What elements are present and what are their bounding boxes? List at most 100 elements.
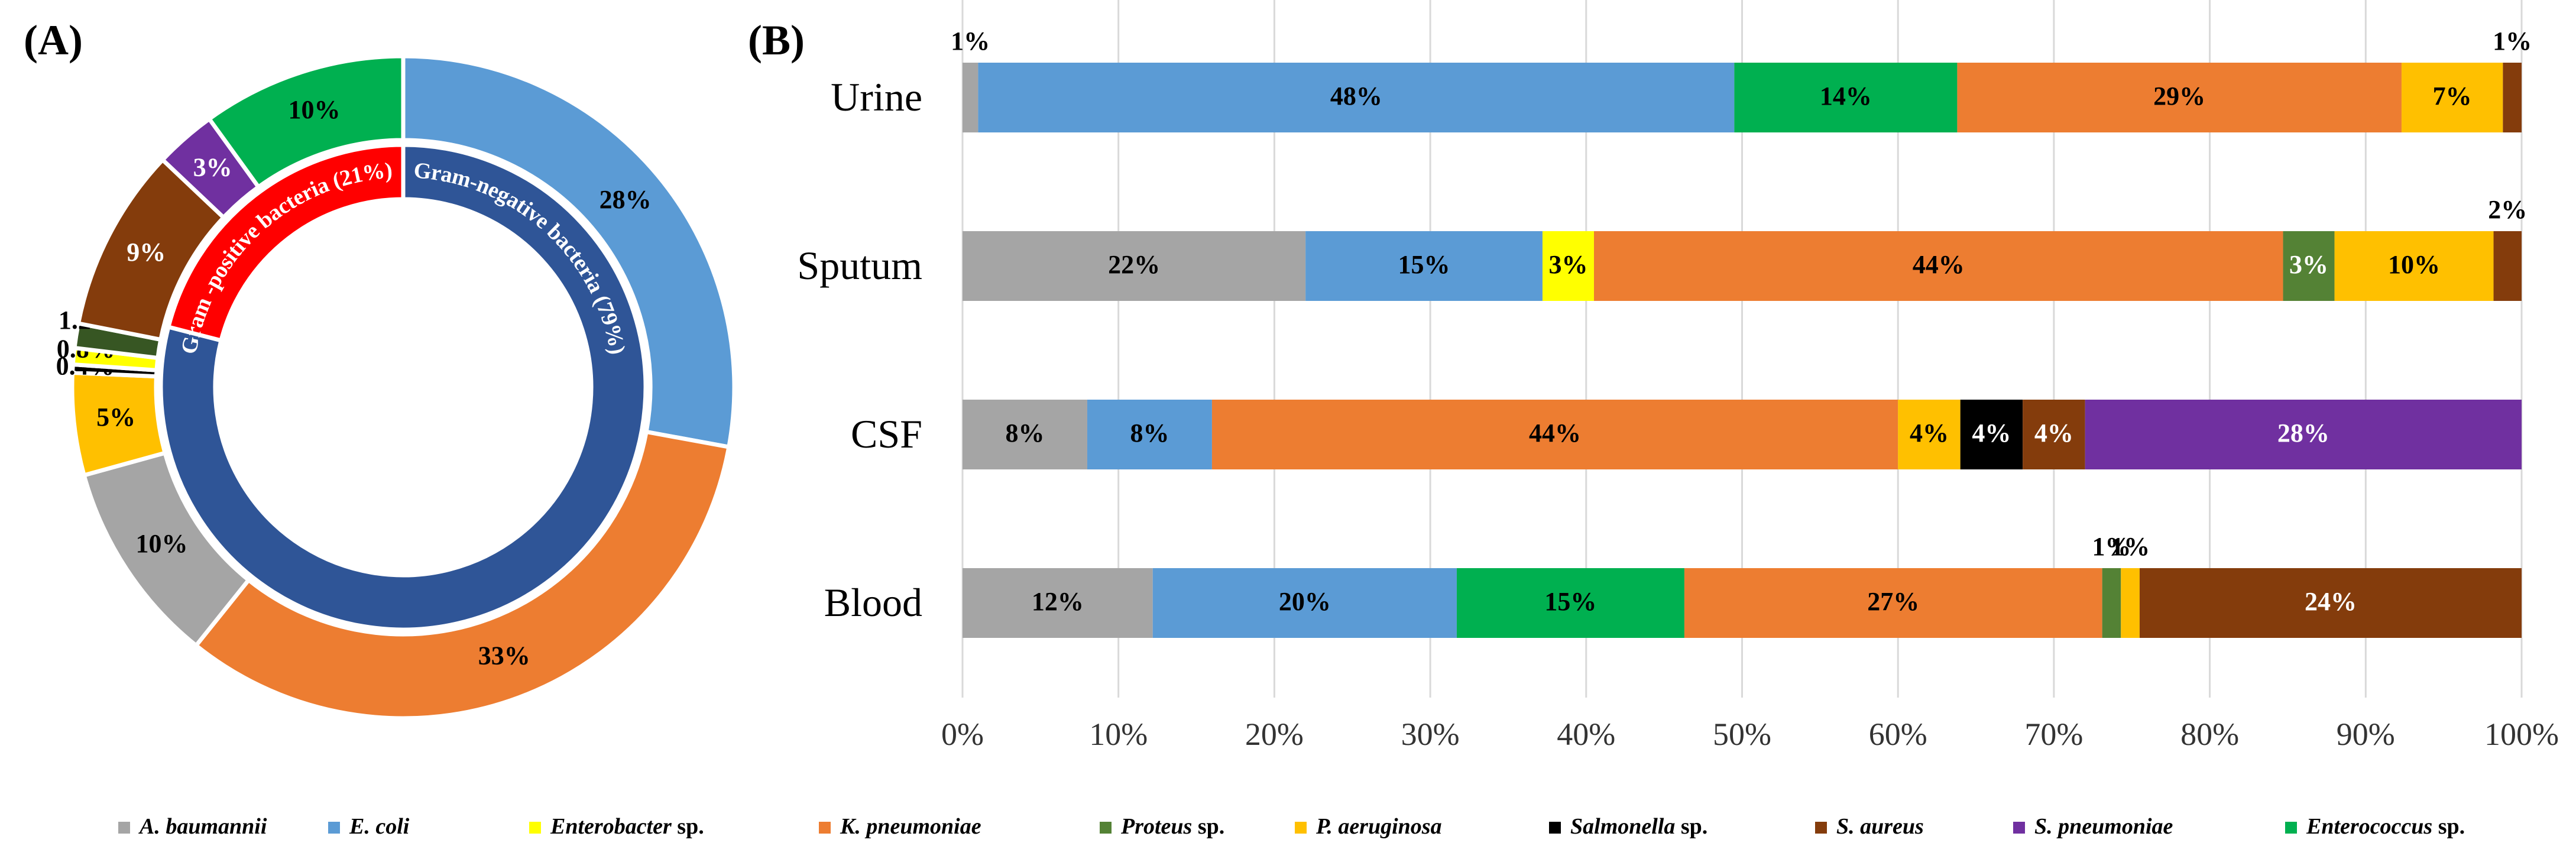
legend-swatch-s-pneumoniae	[2013, 822, 2025, 834]
bar-label-csf-p-aeruginosa: 4%	[1910, 419, 1949, 448]
legend-label-suffix-proteus-sp: sp.	[1192, 814, 1224, 839]
bar-label-blood-k-pneumoniae: 27%	[1867, 587, 1919, 616]
category-label-csf: CSF	[851, 411, 922, 456]
bar-label-sputum-e-coli: 15%	[1398, 250, 1450, 279]
legend-label-k-pneumoniae: K. pneumoniae	[840, 814, 981, 839]
x-tick-label-6: 60%	[1869, 717, 1927, 752]
bar-label-csf-s-pneumoniae: 28%	[2277, 419, 2329, 448]
x-tick-label-5: 50%	[1713, 717, 1771, 752]
bar-label-urine-p-aeruginosa: 7%	[2433, 82, 2472, 111]
legend-label-e-coli: E. coli	[349, 814, 410, 839]
legend-swatch-s-aureus	[1815, 822, 1827, 834]
bar-segment-blood-s-aureus	[2139, 568, 2522, 638]
stacked-bar-chart: 0% 10% 20% 30% 40% 50% 60% 70% 80% 90% 100% Urine 1%…	[797, 0, 2559, 752]
donut-outer-label-k-pneumoniae: 33%	[478, 641, 530, 670]
bar-label-urine-e-coli: 48%	[1330, 82, 1382, 111]
donut-inner-slice-gram-positive-bacteria-21	[166, 142, 406, 343]
donut-outer-label-p-aeruginosa: 5%	[96, 403, 135, 432]
panel-a-label: (A)	[24, 17, 83, 64]
panel-b-label: (B)	[748, 17, 805, 64]
bar-segment-urine-e-coli	[978, 63, 1735, 132]
bar-segment-sputum-p-aeruginosa	[2334, 231, 2494, 301]
bar-label-sputum-p-aeruginosa: 10%	[2388, 250, 2440, 279]
x-tick-label-9: 90%	[2337, 717, 2395, 752]
bar-segment-blood-enterococcus-sp	[1456, 568, 1684, 638]
x-tick-label-7: 70%	[2024, 717, 2083, 752]
bar-segment-csf-e-coli	[1087, 400, 1212, 469]
legend-label-italic-s-pneumoniae: S. pneumoniae	[2034, 814, 2173, 839]
category-label-urine: Urine	[831, 74, 922, 119]
bar-segment-sputum-s-aureus	[2493, 231, 2522, 301]
bar-segment-blood-proteus-sp	[2102, 568, 2121, 638]
donut-inner-slice-gram-negative-bacteria-79	[158, 142, 648, 632]
legend-swatch-enterobacter-sp	[529, 822, 541, 834]
x-tick-label-3: 30%	[1401, 717, 1460, 752]
bar-label-blood-proteus-sp: 1%	[2092, 532, 2131, 561]
legend-label-italic-k-pneumoniae: K. pneumoniae	[840, 814, 981, 839]
bar-segment-sputum-proteus-sp	[2283, 231, 2335, 301]
x-tick-label-4: 40%	[1557, 717, 1615, 752]
legend-label-italic-salmonella-sp: Salmonella	[1570, 814, 1675, 839]
bar-label-blood-s-aureus: 24%	[2305, 587, 2357, 616]
bar-label-csf-e-coli: 8%	[1130, 419, 1169, 448]
bar-label-blood-p-aeruginosa: 1%	[2111, 532, 2150, 561]
donut-outer-slice-e-coli	[401, 54, 737, 450]
bar-label-csf-s-aureus: 4%	[2034, 419, 2073, 448]
category-label-blood: Blood	[824, 580, 922, 625]
x-tick-label-8: 80%	[2180, 717, 2239, 752]
donut-outer-slice-k-pneumoniae	[193, 429, 731, 721]
legend-label-proteus-sp: Proteus sp.	[1120, 814, 1224, 839]
bar-label-csf-k-pneumoniae: 44%	[1529, 419, 1581, 448]
bar-label-urine-s-aureus: 1%	[2493, 27, 2532, 56]
bar-label-blood-e-coli: 20%	[1279, 587, 1331, 616]
legend-label-a-baumannii: A. baumannii	[138, 814, 267, 839]
bar-label-sputum-enterobacter-sp: 3%	[1548, 250, 1587, 279]
bar-label-sputum-a-baumannii: 22%	[1108, 250, 1160, 279]
legend-label-suffix-enterococcus-sp: sp.	[2432, 814, 2465, 839]
legend-swatch-salmonella-sp	[1549, 822, 1561, 834]
legend-label-enterobacter-sp: Enterobacter sp.	[550, 814, 704, 839]
bar-segment-urine-s-aureus	[2503, 63, 2522, 132]
legend-label-suffix-enterobacter-sp: sp.	[672, 814, 704, 839]
bar-label-sputum-s-aureus: 2%	[2488, 195, 2527, 224]
legend-label-enterococcus-sp: Enterococcus sp.	[2306, 814, 2465, 839]
legend-label-italic-e-coli: E. coli	[349, 814, 410, 839]
x-tick-label-1: 10%	[1089, 717, 1148, 752]
bar-segment-blood-k-pneumoniae	[1684, 568, 2102, 638]
legend-swatch-enterococcus-sp	[2285, 822, 2297, 834]
legend-swatch-p-aeruginosa	[1295, 822, 1307, 834]
donut-outer-label-e-coli: 28%	[600, 185, 652, 214]
legend-label-italic-s-aureus: S. aureus	[1836, 814, 1924, 839]
bar-label-urine-a-baumannii: 1%	[951, 27, 990, 56]
bar-label-csf-salmonella-sp: 4%	[1972, 419, 2011, 448]
donut-chart: 28%33%10%5%0.4%0.8%1.2%9%3%10%Gram-negat…	[56, 54, 737, 721]
legend-label-italic-enterococcus-sp: Enterococcus	[2306, 814, 2432, 839]
bar-segment-sputum-enterobacter-sp	[1542, 231, 1594, 301]
donut-outer-slice-enterococcus-sp	[206, 54, 406, 190]
bar-segment-urine-enterococcus-sp	[1734, 63, 1958, 132]
legend-label-suffix-salmonella-sp: sp.	[1675, 814, 1707, 839]
bar-segment-csf-s-pneumoniae	[2085, 400, 2522, 469]
bar-label-sputum-k-pneumoniae: 44%	[1913, 250, 1965, 279]
bar-segment-blood-a-baumannii	[963, 568, 1153, 638]
donut-outer-label-enterococcus-sp: 10%	[288, 95, 340, 124]
bar-label-blood-enterococcus-sp: 15%	[1544, 587, 1596, 616]
legend-swatch-e-coli	[328, 822, 340, 834]
bar-segment-blood-e-coli	[1152, 568, 1457, 638]
bar-label-urine-k-pneumoniae: 29%	[2153, 82, 2205, 111]
legend-label-italic-proteus-sp: Proteus	[1120, 814, 1192, 839]
bar-segment-blood-p-aeruginosa	[2121, 568, 2140, 638]
category-label-sputum: Sputum	[797, 243, 922, 288]
donut-outer-label-s-aureus: 9%	[127, 238, 166, 267]
legend-swatch-k-pneumoniae	[819, 822, 831, 834]
bar-segment-csf-a-baumannii	[963, 400, 1087, 469]
bar-segment-sputum-k-pneumoniae	[1593, 231, 2283, 301]
bar-segment-csf-s-aureus	[2023, 400, 2085, 469]
donut-outer-label-a-baumannii: 10%	[136, 529, 188, 558]
legend: A. baumannii E. coli Enterobacter sp. K. pn…	[118, 814, 2465, 839]
x-tick-label-0: 0%	[941, 717, 984, 752]
legend-swatch-a-baumannii	[118, 822, 130, 834]
donut-outer-label-s-pneumoniae: 3%	[193, 153, 232, 181]
legend-label-italic-enterobacter-sp: Enterobacter	[550, 814, 672, 839]
